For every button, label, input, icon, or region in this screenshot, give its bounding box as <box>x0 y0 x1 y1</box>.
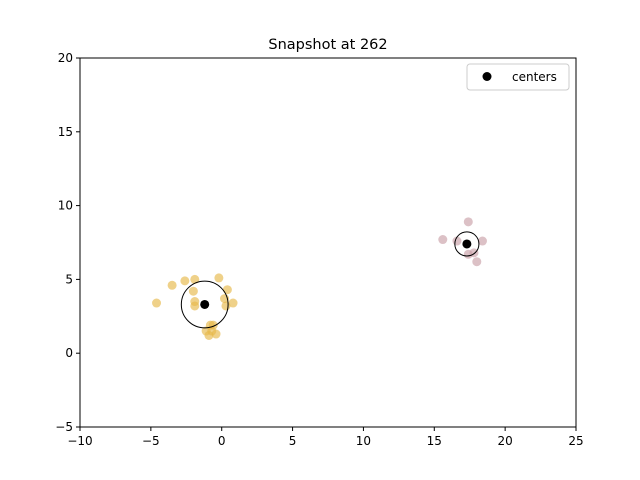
cluster-0-point-6 <box>190 301 200 311</box>
x-tick-label-1: −5 <box>142 434 160 448</box>
x-tick-label-5: 15 <box>427 434 442 448</box>
y-tick-label-1: 0 <box>65 346 73 360</box>
x-tick-label-4: 10 <box>356 434 371 448</box>
cluster-0-point-15 <box>204 330 214 340</box>
y-tick-label-2: 5 <box>65 272 73 286</box>
axes-frame <box>79 57 577 428</box>
cluster-0-point-16 <box>211 329 221 339</box>
center-point-1 <box>462 239 472 249</box>
cluster-1-point-0 <box>438 235 448 245</box>
cluster-1-radius-circle <box>454 231 480 257</box>
cluster-0-point-1 <box>167 280 177 290</box>
x-tick-label-3: 5 <box>289 434 297 448</box>
y-tick-label-5: 20 <box>58 51 73 65</box>
x-tick-label-7: 25 <box>568 434 583 448</box>
cluster-1-point-3 <box>477 236 487 246</box>
cluster-0-point-11 <box>221 301 231 311</box>
legend: centers <box>466 63 570 91</box>
center-point-0 <box>200 299 210 309</box>
legend-label-centers: centers <box>512 70 557 84</box>
plot-content <box>152 217 487 340</box>
cluster-0-point-10 <box>228 298 238 308</box>
legend-box <box>466 63 570 91</box>
y-tick-label-4: 15 <box>58 125 73 139</box>
cluster-0-radius-circle <box>180 280 229 329</box>
cluster-0-point-2 <box>180 276 190 286</box>
legend-marker-centers <box>482 72 492 81</box>
chart-title: Snapshot at 262 <box>268 37 387 53</box>
cluster-1-point-6 <box>472 257 482 267</box>
cluster-0-point-3 <box>190 274 200 284</box>
x-tick-label-0: −10 <box>67 434 92 448</box>
cluster-1-point-2 <box>463 217 473 227</box>
cluster-0-point-0 <box>152 298 162 308</box>
x-tick-label-6: 20 <box>498 434 513 448</box>
cluster-0-point-7 <box>214 273 224 283</box>
y-tick-label-0: −5 <box>55 420 73 434</box>
cluster-0-point-4 <box>188 286 198 296</box>
x-tick-label-2: 0 <box>218 434 226 448</box>
y-tick-label-3: 10 <box>58 199 73 213</box>
cluster-0-point-8 <box>222 285 232 295</box>
